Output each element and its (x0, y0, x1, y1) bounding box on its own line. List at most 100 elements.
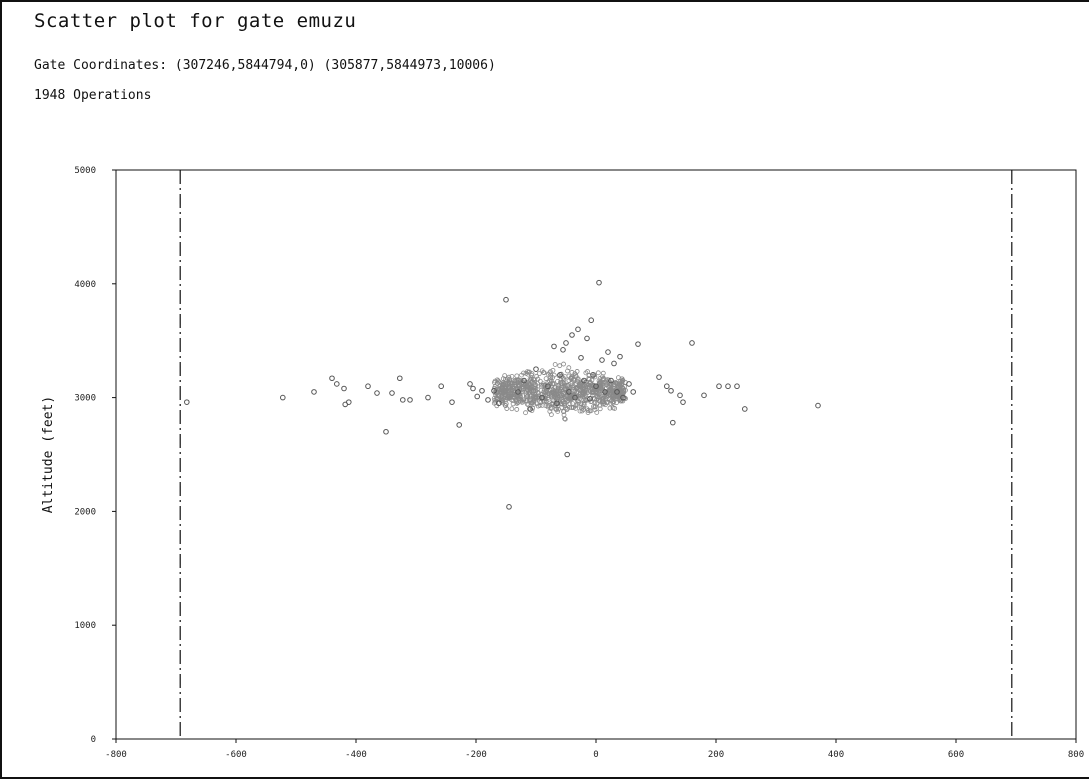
cluster-point (508, 395, 513, 400)
cluster-point (597, 402, 603, 408)
data-point (407, 397, 413, 403)
cluster-point (619, 380, 625, 386)
cluster-point (585, 408, 591, 413)
data-point (614, 389, 620, 395)
cluster-point (539, 402, 545, 408)
data-point (503, 296, 509, 303)
cluster-point (537, 378, 543, 384)
y-tick-label: 2000 (74, 507, 96, 517)
cluster-point (570, 385, 576, 390)
cluster-point (591, 395, 596, 401)
cluster-point (549, 386, 555, 392)
data-point (664, 383, 670, 390)
cluster-point (534, 373, 540, 379)
cluster-point (598, 383, 604, 388)
x-tick-label: -800 (105, 750, 127, 760)
data-point (742, 406, 748, 412)
cluster-point (504, 395, 510, 401)
data-point (599, 357, 605, 363)
cluster-point (505, 395, 510, 401)
cluster-point (616, 375, 621, 381)
cluster-point (551, 372, 557, 378)
cluster-point (574, 385, 580, 391)
cluster-point (581, 397, 587, 403)
cluster-point (515, 384, 521, 389)
x-tick-label: 600 (948, 750, 964, 760)
data-point (280, 394, 286, 401)
data-point (400, 397, 406, 403)
cluster-point (523, 384, 529, 390)
cluster-point (503, 403, 509, 409)
cluster-point (559, 401, 565, 407)
cluster-point (558, 371, 564, 377)
data-point (563, 340, 569, 346)
cluster-point (561, 412, 567, 418)
gate-coordinates: Gate Coordinates: (307246,5844794,0) (30… (34, 58, 496, 73)
cluster-point (568, 376, 574, 381)
data-point (677, 392, 683, 399)
data-point (560, 347, 566, 353)
y-tick-label: 4000 (74, 280, 96, 290)
cluster-point (576, 400, 582, 405)
cluster-point (605, 399, 610, 405)
data-point (611, 360, 617, 367)
data-point (578, 354, 584, 361)
cluster-point (553, 395, 559, 401)
cluster-point (533, 382, 539, 388)
cluster-point (521, 370, 526, 376)
cluster-point (617, 384, 623, 390)
y-tick-label: 3000 (74, 394, 96, 404)
cluster-point (600, 401, 606, 407)
data-point (656, 374, 662, 380)
cluster-point (600, 370, 606, 376)
cluster-point (595, 394, 601, 400)
cluster-point (509, 406, 515, 412)
cluster-point (562, 383, 568, 389)
cluster-point (593, 389, 599, 394)
cluster-point (591, 389, 596, 395)
cluster-point (510, 401, 516, 407)
cluster-point (578, 393, 584, 399)
cluster-point (502, 385, 508, 391)
cluster-point (503, 377, 508, 382)
data-point (668, 387, 674, 394)
cluster-point (496, 393, 501, 399)
cluster-point (565, 368, 570, 374)
data-point (554, 400, 560, 407)
cluster-point (579, 408, 585, 414)
data-point (588, 317, 595, 324)
data-point (521, 377, 527, 384)
data-point (533, 366, 539, 372)
cluster-point (541, 370, 547, 376)
cluster-point (583, 397, 588, 403)
data-point (630, 389, 637, 395)
cluster-point (550, 367, 556, 373)
x-tick-label: -200 (465, 750, 487, 760)
cluster-point (511, 392, 517, 397)
cluster-point (573, 374, 579, 379)
x-tick-label: -600 (225, 750, 247, 760)
cluster-point (498, 389, 504, 394)
cluster-point (511, 395, 516, 401)
cluster-point (514, 373, 520, 379)
data-point (569, 332, 575, 338)
data-point (734, 383, 740, 390)
cluster-point (525, 393, 531, 399)
cluster-point (495, 378, 501, 384)
cluster-point (609, 388, 615, 394)
cluster-point (556, 385, 561, 391)
data-point (575, 326, 581, 333)
cluster-point (491, 380, 497, 385)
cluster-point (550, 398, 556, 404)
cluster-point (583, 370, 589, 376)
cluster-point (589, 377, 595, 383)
cluster-point (500, 381, 506, 387)
data-point (620, 394, 626, 401)
data-point (602, 389, 608, 395)
cluster-point (610, 399, 615, 405)
cluster-point (541, 389, 547, 395)
cluster-point (583, 385, 589, 391)
cluster-point (600, 397, 606, 403)
